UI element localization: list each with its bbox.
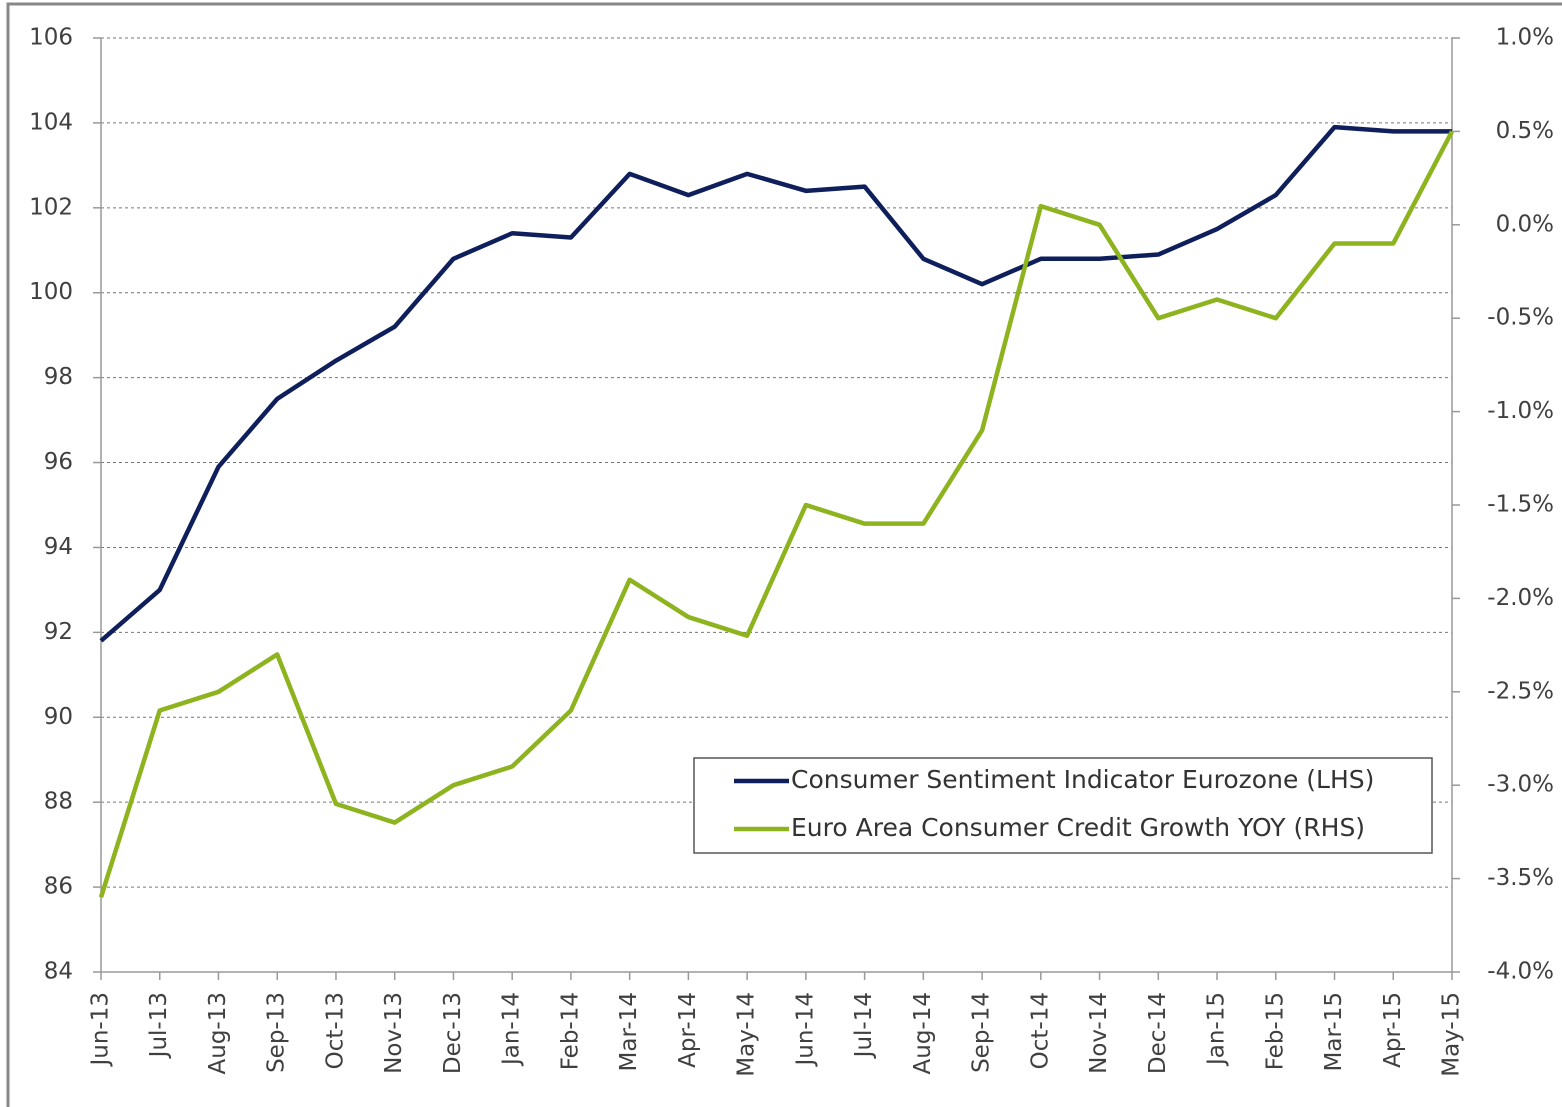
- x-tick-label: Jul-13: [146, 992, 172, 1059]
- x-tick-label: May-14: [734, 992, 760, 1077]
- series-line: [98, 130, 1454, 898]
- x-tick-label: Apr-14: [675, 992, 701, 1068]
- x-tick-label: Feb-14: [557, 992, 583, 1070]
- y-tick-label: 102: [29, 194, 73, 220]
- y2-tick-label: -3.5%: [1487, 865, 1554, 891]
- x-tick-label: Dec-14: [1145, 992, 1171, 1074]
- x-tick-label: Sep-13: [264, 992, 290, 1073]
- legend-label: Euro Area Consumer Credit Growth YOY (RH…: [791, 813, 1365, 842]
- x-tick-label: Oct-14: [1027, 992, 1053, 1069]
- legend-label: Consumer Sentiment Indicator Eurozone (L…: [791, 765, 1374, 794]
- x-tick-label: Jul-14: [851, 992, 877, 1059]
- x-tick-label: Apr-15: [1380, 992, 1406, 1068]
- y-tick-label: 96: [44, 449, 73, 475]
- y-tick-label: 84: [44, 959, 73, 985]
- y2-tick-label: -1.5%: [1487, 492, 1554, 518]
- x-tick-label: May-15: [1439, 992, 1465, 1077]
- series-line: [99, 124, 1452, 643]
- y-tick-label: 98: [44, 364, 73, 390]
- y2-tick-label: -4.0%: [1487, 959, 1554, 985]
- x-tick-label: Jan-15: [1204, 992, 1230, 1067]
- y2-tick-label: 1.0%: [1496, 25, 1554, 51]
- x-tick-label: Aug-13: [205, 992, 231, 1074]
- x-tick-label: Feb-15: [1262, 992, 1288, 1070]
- x-tick-label: Nov-14: [1086, 992, 1112, 1074]
- x-tick-label: Nov-13: [381, 992, 407, 1074]
- y-tick-label: 94: [44, 534, 73, 560]
- y-tick-label: 100: [29, 279, 73, 305]
- x-tick-label: Jan-14: [499, 992, 525, 1067]
- y2-tick-label: 0.5%: [1496, 118, 1554, 144]
- x-tick-label: Dec-13: [440, 992, 466, 1074]
- x-tick-label: Oct-13: [322, 992, 348, 1069]
- y-tick-label: 88: [44, 789, 73, 815]
- y2-tick-label: -2.0%: [1487, 585, 1554, 611]
- y-tick-label: 86: [44, 874, 73, 900]
- y-tick-label: 104: [29, 109, 73, 135]
- x-tick-label: Sep-14: [969, 992, 995, 1073]
- x-tick-label: Mar-14: [616, 992, 642, 1072]
- y2-tick-label: -0.5%: [1487, 305, 1554, 331]
- x-tick-label: Jun-14: [792, 992, 818, 1068]
- y2-tick-label: -3.0%: [1487, 772, 1554, 798]
- y-tick-label: 92: [44, 619, 73, 645]
- legend-box: [693, 757, 1433, 854]
- y-tick-label: 90: [44, 704, 73, 730]
- x-tick-label: Aug-14: [910, 992, 936, 1074]
- y2-tick-label: 0.0%: [1496, 211, 1554, 237]
- x-tick-label: Jun-13: [88, 992, 114, 1068]
- y2-tick-label: -2.5%: [1487, 678, 1554, 704]
- y2-tick-label: -1.0%: [1487, 398, 1554, 424]
- frame: [6, 2, 1562, 1107]
- legend: Consumer Sentiment Indicator Eurozone (L…: [693, 757, 1433, 854]
- x-tick-label: Mar-15: [1321, 992, 1347, 1072]
- y-tick-label: 106: [29, 25, 73, 51]
